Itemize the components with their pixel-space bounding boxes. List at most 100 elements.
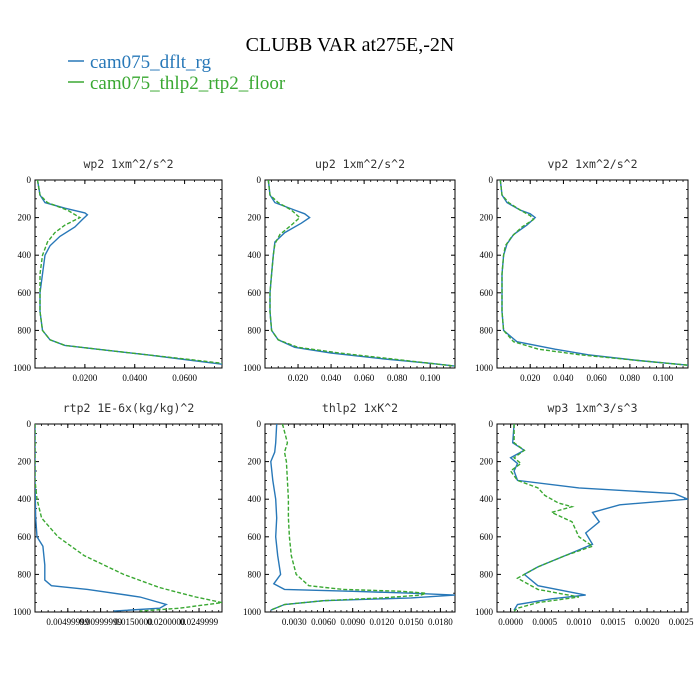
y-tick-label: 400 [248, 494, 262, 504]
x-tick-label: 0.0060 [311, 617, 336, 627]
y-tick-label: 400 [480, 494, 494, 504]
legend: cam075_dflt_rg cam075_thlp2_rtp2_floor [68, 52, 286, 94]
y-tick-label: 400 [248, 250, 262, 260]
y-tick-label: 1000 [13, 607, 32, 617]
x-tick-label: 0.0010 [566, 617, 591, 627]
x-tick-label: 0.0150000 [114, 617, 153, 627]
y-tick-label: 200 [480, 457, 494, 467]
x-tick-label: 0.0030 [282, 617, 307, 627]
y-tick-label: 200 [248, 213, 262, 223]
panel-frame [34, 423, 223, 613]
series-line-floor [509, 424, 595, 612]
x-tick-label: 0.100 [420, 373, 441, 383]
x-tick-label: 0.020 [520, 373, 541, 383]
panel-5: thlp2 1xK^2 0 200 400 600 800 1000 0.0030 0.0060… [243, 401, 456, 627]
x-tick-label: 0.080 [620, 373, 641, 383]
y-tick-label: 400 [480, 250, 494, 260]
panel-1: wp2 1xm^2/s^2 0 200 400 600 800 1000 0.0200 0.04… [13, 157, 223, 383]
y-tick-label: 0 [27, 175, 32, 185]
x-tick-label: 0.0020 [635, 617, 660, 627]
y-tick-label: 1000 [243, 607, 262, 617]
y-tick-label: 600 [18, 288, 32, 298]
y-tick-label: 0 [489, 419, 494, 429]
y-tick-label: 200 [480, 213, 494, 223]
y-tick-label: 600 [480, 532, 494, 542]
panel-title: wp3 1xm^3/s^3 [547, 401, 637, 415]
series-line-dflt [499, 180, 688, 366]
x-tick-label: 0.0000 [498, 617, 523, 627]
series-line-floor [499, 180, 688, 366]
figure-title: CLUBB VAR at275E,-2N [246, 34, 455, 56]
x-tick-label: 0.00999999 [79, 617, 122, 627]
x-tick-label: 0.0025 [669, 617, 694, 627]
x-tick-label: 0.0249999 [180, 617, 219, 627]
x-tick-label: 0.0180 [428, 617, 453, 627]
y-tick-label: 1000 [475, 363, 494, 373]
panel-title: rtp2 1E-6x(kg/kg)^2 [63, 401, 195, 415]
series-line-dflt [36, 180, 222, 365]
y-tick-label: 600 [248, 532, 262, 542]
y-tick-label: 400 [18, 494, 32, 504]
series-line-dflt [35, 424, 168, 612]
y-tick-label: 800 [248, 569, 262, 579]
x-tick-label: 0.060 [354, 373, 375, 383]
y-tick-label: 800 [248, 325, 262, 335]
x-tick-label: 0.0090 [340, 617, 365, 627]
series-line-dflt [509, 424, 688, 611]
x-tick-label: 0.040 [553, 373, 574, 383]
x-tick-label: 0.060 [587, 373, 608, 383]
x-tick-label: 0.100 [653, 373, 674, 383]
y-tick-label: 1000 [243, 363, 262, 373]
x-tick-label: 0.00499999 [46, 617, 89, 627]
series-line-dflt [267, 180, 455, 367]
x-tick-label: 0.0600 [172, 373, 197, 383]
y-tick-label: 800 [18, 325, 32, 335]
y-tick-label: 0 [257, 419, 262, 429]
series-line-floor [35, 424, 222, 612]
series-line-dflt [270, 424, 455, 611]
y-tick-label: 600 [18, 532, 32, 542]
panel-title: up2 1xm^2/s^2 [315, 157, 405, 171]
panel-frame [264, 179, 456, 369]
y-tick-label: 600 [248, 288, 262, 298]
y-tick-label: 1000 [475, 607, 494, 617]
panel-title: thlp2 1xK^2 [322, 401, 398, 415]
y-tick-label: 0 [257, 175, 262, 185]
series-line-floor [267, 180, 455, 367]
panel-frame [496, 179, 689, 369]
x-tick-label: 0.040 [321, 373, 342, 383]
x-tick-label: 0.0005 [532, 617, 557, 627]
x-tick-label: 0.020 [288, 373, 309, 383]
legend-label-dflt: cam075_dflt_rg [90, 52, 212, 73]
panel-title: vp2 1xm^2/s^2 [547, 157, 637, 171]
panel-6: wp3 1xm^3/s^3 0 200 400 600 800 1000 0.0000 0.00… [475, 401, 694, 627]
y-tick-label: 800 [480, 325, 494, 335]
x-tick-label: 0.0200000 [147, 617, 186, 627]
y-tick-label: 200 [18, 213, 32, 223]
y-tick-label: 800 [18, 569, 32, 579]
panel-3: vp2 1xm^2/s^2 0 200 400 600 800 1000 0.020 0.040… [475, 157, 689, 383]
y-tick-label: 400 [18, 250, 32, 260]
y-tick-label: 0 [489, 175, 494, 185]
y-tick-label: 800 [480, 569, 494, 579]
panel-4: rtp2 1E-6x(kg/kg)^2 0 200 400 600 800 1000 0.00… [13, 401, 223, 627]
series-line-floor [36, 180, 222, 364]
x-tick-label: 0.0120 [370, 617, 395, 627]
x-tick-label: 0.080 [387, 373, 408, 383]
y-tick-label: 0 [27, 419, 32, 429]
x-tick-label: 0.0150 [399, 617, 424, 627]
x-tick-label: 0.0015 [601, 617, 626, 627]
x-tick-label: 0.0400 [122, 373, 147, 383]
y-tick-label: 200 [18, 457, 32, 467]
y-tick-label: 600 [480, 288, 494, 298]
y-tick-label: 1000 [13, 363, 32, 373]
panel-title: wp2 1xm^2/s^2 [83, 157, 173, 171]
panel-frame [264, 423, 456, 613]
panel-2: up2 1xm^2/s^2 0 200 400 600 800 1000 0.020 0.040… [243, 157, 456, 383]
legend-label-floor: cam075_thlp2_rtp2_floor [90, 73, 286, 94]
x-tick-label: 0.0200 [72, 373, 97, 383]
y-tick-label: 200 [248, 457, 262, 467]
panel-frame [496, 423, 689, 613]
